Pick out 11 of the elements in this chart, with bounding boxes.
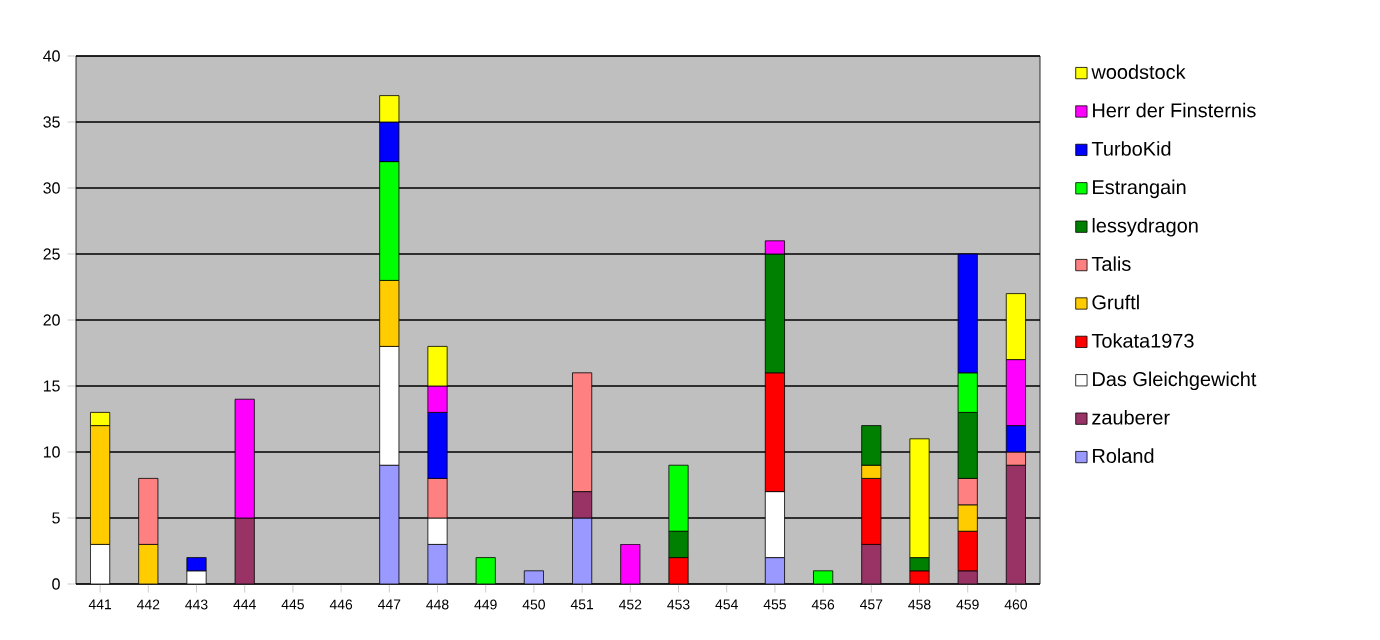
legend-label: Roland: [1093, 448, 1154, 463]
legend-label: Estrangain: [1093, 179, 1186, 199]
legend-label: woodstock: [1091, 64, 1186, 79]
legend-label: zauberer: [1092, 409, 1170, 425]
legend-label: Talis: [1091, 256, 1131, 271]
legend-label: lessydragon: [1092, 217, 1198, 237]
legend-label: Das Gleichgewicht: [1093, 371, 1257, 391]
legend-label: Tokata1973: [1091, 333, 1194, 348]
legend-label: Herr der Finsternis: [1093, 102, 1256, 118]
legend-label: TurboKid: [1091, 141, 1171, 156]
legend-label: Gruftl: [1092, 294, 1139, 310]
